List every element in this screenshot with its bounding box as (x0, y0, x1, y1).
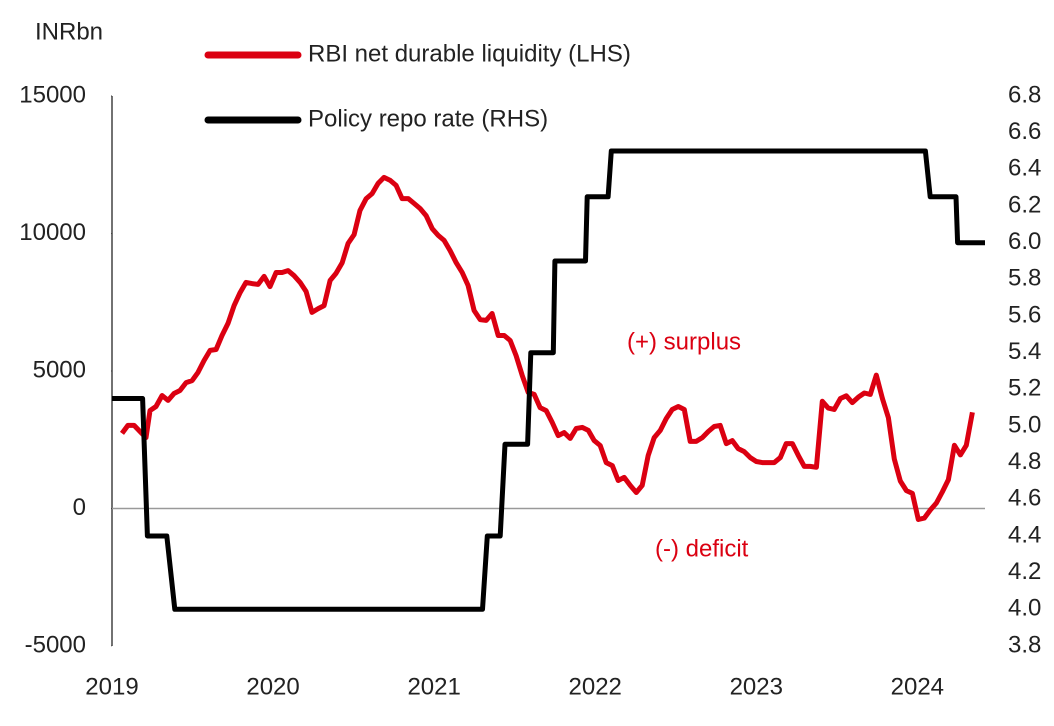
x-tick-label: 2019 (85, 673, 138, 700)
y2-tick-label: 6.8 (1008, 81, 1041, 108)
x-tick-label: 2022 (569, 673, 622, 700)
legend-label: Policy repo rate (RHS) (308, 105, 548, 132)
y2-tick-label: 6.6 (1008, 118, 1041, 145)
annotation: (-) deficit (655, 535, 749, 562)
y-tick-label: 0 (73, 494, 86, 521)
y-axis-label: INRbn (35, 18, 103, 45)
y-tick-label: 10000 (19, 219, 86, 246)
y2-tick-label: 5.6 (1008, 301, 1041, 328)
y2-tick-label: 4.0 (1008, 595, 1041, 622)
y2-tick-label: 5.0 (1008, 411, 1041, 438)
y2-tick-label: 4.4 (1008, 521, 1041, 548)
y2-tick-label: 4.6 (1008, 485, 1041, 512)
y2-tick-label: 6.0 (1008, 228, 1041, 255)
x-tick-label: 2020 (246, 673, 299, 700)
series-line (119, 174, 975, 522)
y2-tick-label: 6.2 (1008, 191, 1041, 218)
series-line (112, 148, 985, 612)
y2-tick-label: 4.2 (1008, 558, 1041, 585)
x-tick-label: 2021 (407, 673, 460, 700)
y2-tick-label: 5.2 (1008, 375, 1041, 402)
y2-tick-label: 3.8 (1008, 631, 1041, 658)
y2-tick-label: 6.4 (1008, 155, 1041, 182)
y2-tick-label: 4.8 (1008, 448, 1041, 475)
x-tick-label: 2023 (730, 673, 783, 700)
annotation: (+) surplus (627, 328, 741, 355)
legend-label: RBI net durable liquidity (LHS) (308, 40, 631, 67)
y-tick-label: -5000 (25, 631, 86, 658)
y-tick-label: 5000 (33, 356, 86, 383)
y2-tick-label: 5.4 (1008, 338, 1041, 365)
y-tick-label: 15000 (19, 81, 86, 108)
x-tick-label: 2024 (891, 673, 944, 700)
y2-tick-label: 5.8 (1008, 265, 1041, 292)
